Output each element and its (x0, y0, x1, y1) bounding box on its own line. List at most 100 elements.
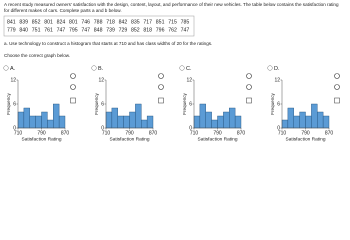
bar (299, 111, 306, 129)
x-tick-label: 870 (61, 130, 70, 136)
y-tick-label: 6 (277, 101, 280, 107)
table-cell: 788 (94, 19, 103, 25)
table-cell: 717 (143, 19, 152, 25)
bar (293, 115, 300, 129)
y-tick-label: 6 (189, 101, 192, 107)
bar (123, 115, 130, 129)
table-cell: 801 (44, 19, 53, 25)
bar (205, 111, 212, 129)
y-tick-label: 6 (13, 101, 16, 107)
table-cell: 818 (143, 27, 152, 33)
bar (58, 115, 66, 129)
bar (135, 103, 142, 129)
radio-button[interactable] (91, 65, 97, 71)
bar (234, 115, 242, 129)
screen: A recent study measured owners' satisfac… (3, 2, 340, 142)
table-cell: 718 (106, 19, 115, 25)
table-cell: 715 (168, 19, 177, 25)
bar (129, 111, 136, 129)
bar (305, 115, 312, 129)
zoom-out-icon[interactable] (334, 84, 340, 90)
bar (117, 115, 124, 129)
bar (281, 119, 289, 129)
open-icon[interactable] (246, 97, 252, 104)
bar (223, 111, 230, 129)
x-tick-label: 710 (14, 130, 23, 136)
y-axis-title: Frequency (270, 92, 275, 114)
table-cell: 842 (119, 19, 128, 25)
table-cell: 747 (181, 27, 190, 33)
bar (193, 115, 201, 129)
intro-line: for different makes of cars. Complete pa… (4, 8, 122, 13)
y-axis-title: Frequency (6, 92, 11, 114)
table-cell: 747 (81, 27, 90, 33)
instruction: Choose the correct graph below. (4, 53, 70, 58)
open-icon[interactable] (158, 97, 164, 104)
bar (35, 115, 42, 129)
bar (146, 115, 154, 129)
table-cell: 739 (106, 27, 115, 33)
bar (141, 119, 148, 129)
x-tick-label: 790 (37, 130, 46, 136)
bar (311, 103, 318, 129)
x-tick-label: 790 (301, 130, 310, 136)
y-tick-label: 12 (186, 77, 192, 83)
zoom-out-icon[interactable] (246, 84, 252, 90)
table-cell: 729 (119, 27, 128, 33)
table-cell: 801 (69, 19, 78, 25)
y-tick-label: 12 (10, 77, 16, 83)
x-tick-label: 790 (125, 130, 134, 136)
y-tick-label: 12 (98, 77, 104, 83)
radio-button[interactable] (267, 65, 273, 71)
open-icon[interactable] (334, 97, 340, 104)
bar (41, 111, 48, 129)
x-tick-label: 710 (190, 130, 199, 136)
option-label: B. (98, 66, 104, 72)
radio-button[interactable] (179, 65, 185, 71)
x-tick-label: 710 (102, 130, 111, 136)
y-axis-title: Frequency (182, 92, 187, 114)
x-tick-label: 790 (213, 130, 222, 136)
y-tick-label: 0 (13, 125, 16, 131)
table-cell: 840 (19, 27, 28, 33)
y-axis-title: Frequency (94, 92, 99, 114)
zoom-out-icon[interactable] (70, 84, 76, 90)
radio-button[interactable] (3, 65, 9, 71)
y-tick-label: 0 (277, 125, 280, 131)
x-axis-title: Satisfaction Rating (110, 136, 150, 142)
bar (111, 107, 118, 129)
table-cell: 852 (131, 27, 140, 33)
table-cell: 852 (32, 19, 41, 25)
bar (229, 107, 236, 129)
table-cell: 796 (156, 27, 165, 33)
zoom-in-icon[interactable] (246, 73, 252, 79)
x-axis-title: Satisfaction Rating (198, 136, 238, 142)
zoom-in-icon[interactable] (158, 73, 164, 79)
zoom-in-icon[interactable] (334, 73, 340, 79)
part-a: a. Use technology to construct a histogr… (4, 41, 212, 46)
bar (217, 115, 224, 129)
bar (105, 111, 113, 129)
table-cell: 841 (7, 19, 16, 25)
table-cell: 848 (94, 27, 103, 33)
table-cell: 824 (57, 19, 66, 25)
bar (287, 107, 294, 129)
open-icon[interactable] (70, 97, 76, 104)
bar (23, 107, 30, 129)
y-tick-label: 12 (274, 77, 280, 83)
table-cell: 795 (69, 27, 78, 33)
zoom-in-icon[interactable] (70, 73, 76, 79)
page: A recent study measured owners' satisfac… (3, 2, 340, 143)
bar (322, 115, 330, 129)
option-label: C. (186, 66, 192, 72)
table-cell: 851 (156, 19, 165, 25)
table-cell: 839 (19, 19, 28, 25)
bar (53, 103, 60, 129)
intro-line: A recent study measured owners' satisfac… (4, 2, 339, 7)
table-cell: 785 (181, 19, 190, 25)
y-tick-label: 0 (189, 125, 192, 131)
zoom-out-icon[interactable] (158, 84, 164, 90)
table-cell: 762 (168, 27, 177, 33)
table-cell: 761 (44, 27, 53, 33)
bar (199, 103, 206, 129)
